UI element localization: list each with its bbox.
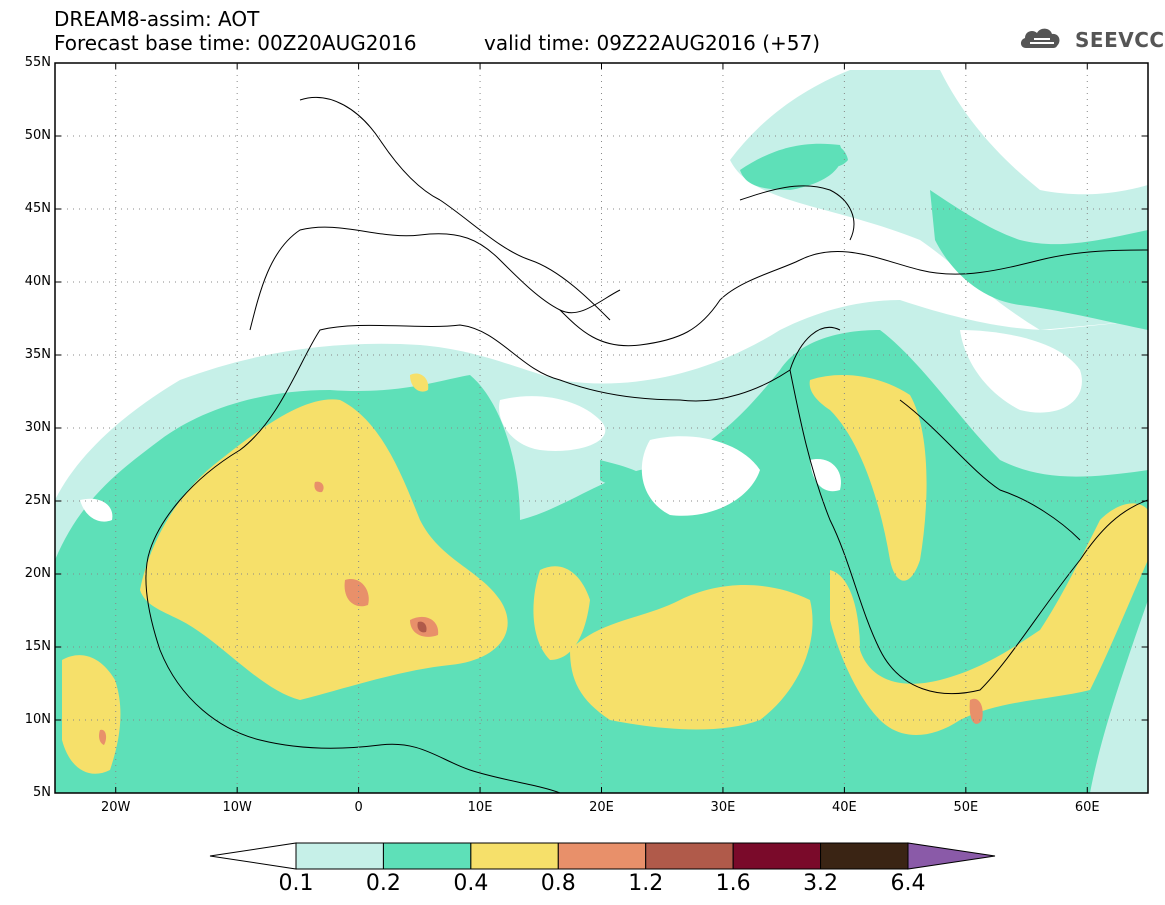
colorbar-left-arrow <box>209 842 297 870</box>
lon-label: 60E <box>1074 800 1100 815</box>
lat-label: 35N <box>24 347 51 362</box>
colorbar-box <box>557 842 647 870</box>
map-gridlines <box>55 63 1148 793</box>
colorbar-box <box>295 842 384 870</box>
valid-time: valid time: 09Z22AUG2016 (+57) <box>484 31 821 55</box>
colorbar-boxes <box>295 842 909 870</box>
colorbar-label: 6.4 <box>890 871 926 896</box>
lat-label: 50N <box>24 128 51 143</box>
colorbar-label: 1.6 <box>715 871 751 896</box>
colorbar-label: 3.2 <box>803 871 839 896</box>
lat-label: 10N <box>24 712 51 727</box>
aot-band-1.2 <box>417 621 427 633</box>
aot-field <box>55 70 1148 793</box>
lat-label: 40N <box>24 274 51 289</box>
colorbar-box <box>470 842 559 870</box>
lat-label: 55N <box>24 55 51 70</box>
lat-label: 45N <box>24 201 51 216</box>
lon-label: 10W <box>222 800 252 815</box>
lat-label: 15N <box>24 639 51 654</box>
lon-label: 40E <box>831 800 857 815</box>
colorbar-label: 0.1 <box>278 871 314 896</box>
colorbar-right-arrow <box>907 842 996 870</box>
lat-label: 5N <box>33 785 51 800</box>
cloud-icon <box>1020 28 1060 48</box>
coastlines <box>145 96 1148 793</box>
colorbar-box <box>732 842 822 870</box>
colorbar-label: 0.4 <box>453 871 489 896</box>
lon-label: 20E <box>589 800 614 815</box>
aot-band-0.8 <box>99 481 983 745</box>
lat-label: 25N <box>24 493 51 508</box>
lon-label: 30E <box>710 800 736 815</box>
lat-label: 20N <box>24 566 51 581</box>
colorbar-box <box>820 842 909 870</box>
colorbar-box <box>382 842 472 870</box>
colorbar <box>209 842 996 870</box>
lon-label: 0 <box>354 800 363 815</box>
colorbar-label: 0.2 <box>365 871 401 896</box>
aot-clear-areas <box>80 330 1082 522</box>
colorbar-box <box>645 842 734 870</box>
lon-label: 20W <box>101 800 131 815</box>
map-title: DREAM8-assim: AOT <box>54 7 260 31</box>
colorbar-label: 0.8 <box>540 871 576 896</box>
lat-label: 30N <box>24 420 51 435</box>
lon-label: 10E <box>467 800 493 815</box>
lon-label: 50E <box>953 800 979 815</box>
colorbar-label: 1.2 <box>628 871 664 896</box>
map-ticks <box>55 62 1148 794</box>
seevccc-logo: SEEVCCC <box>1075 28 1165 52</box>
forecast-base-time: Forecast base time: 00Z20AUG2016 <box>54 31 417 55</box>
